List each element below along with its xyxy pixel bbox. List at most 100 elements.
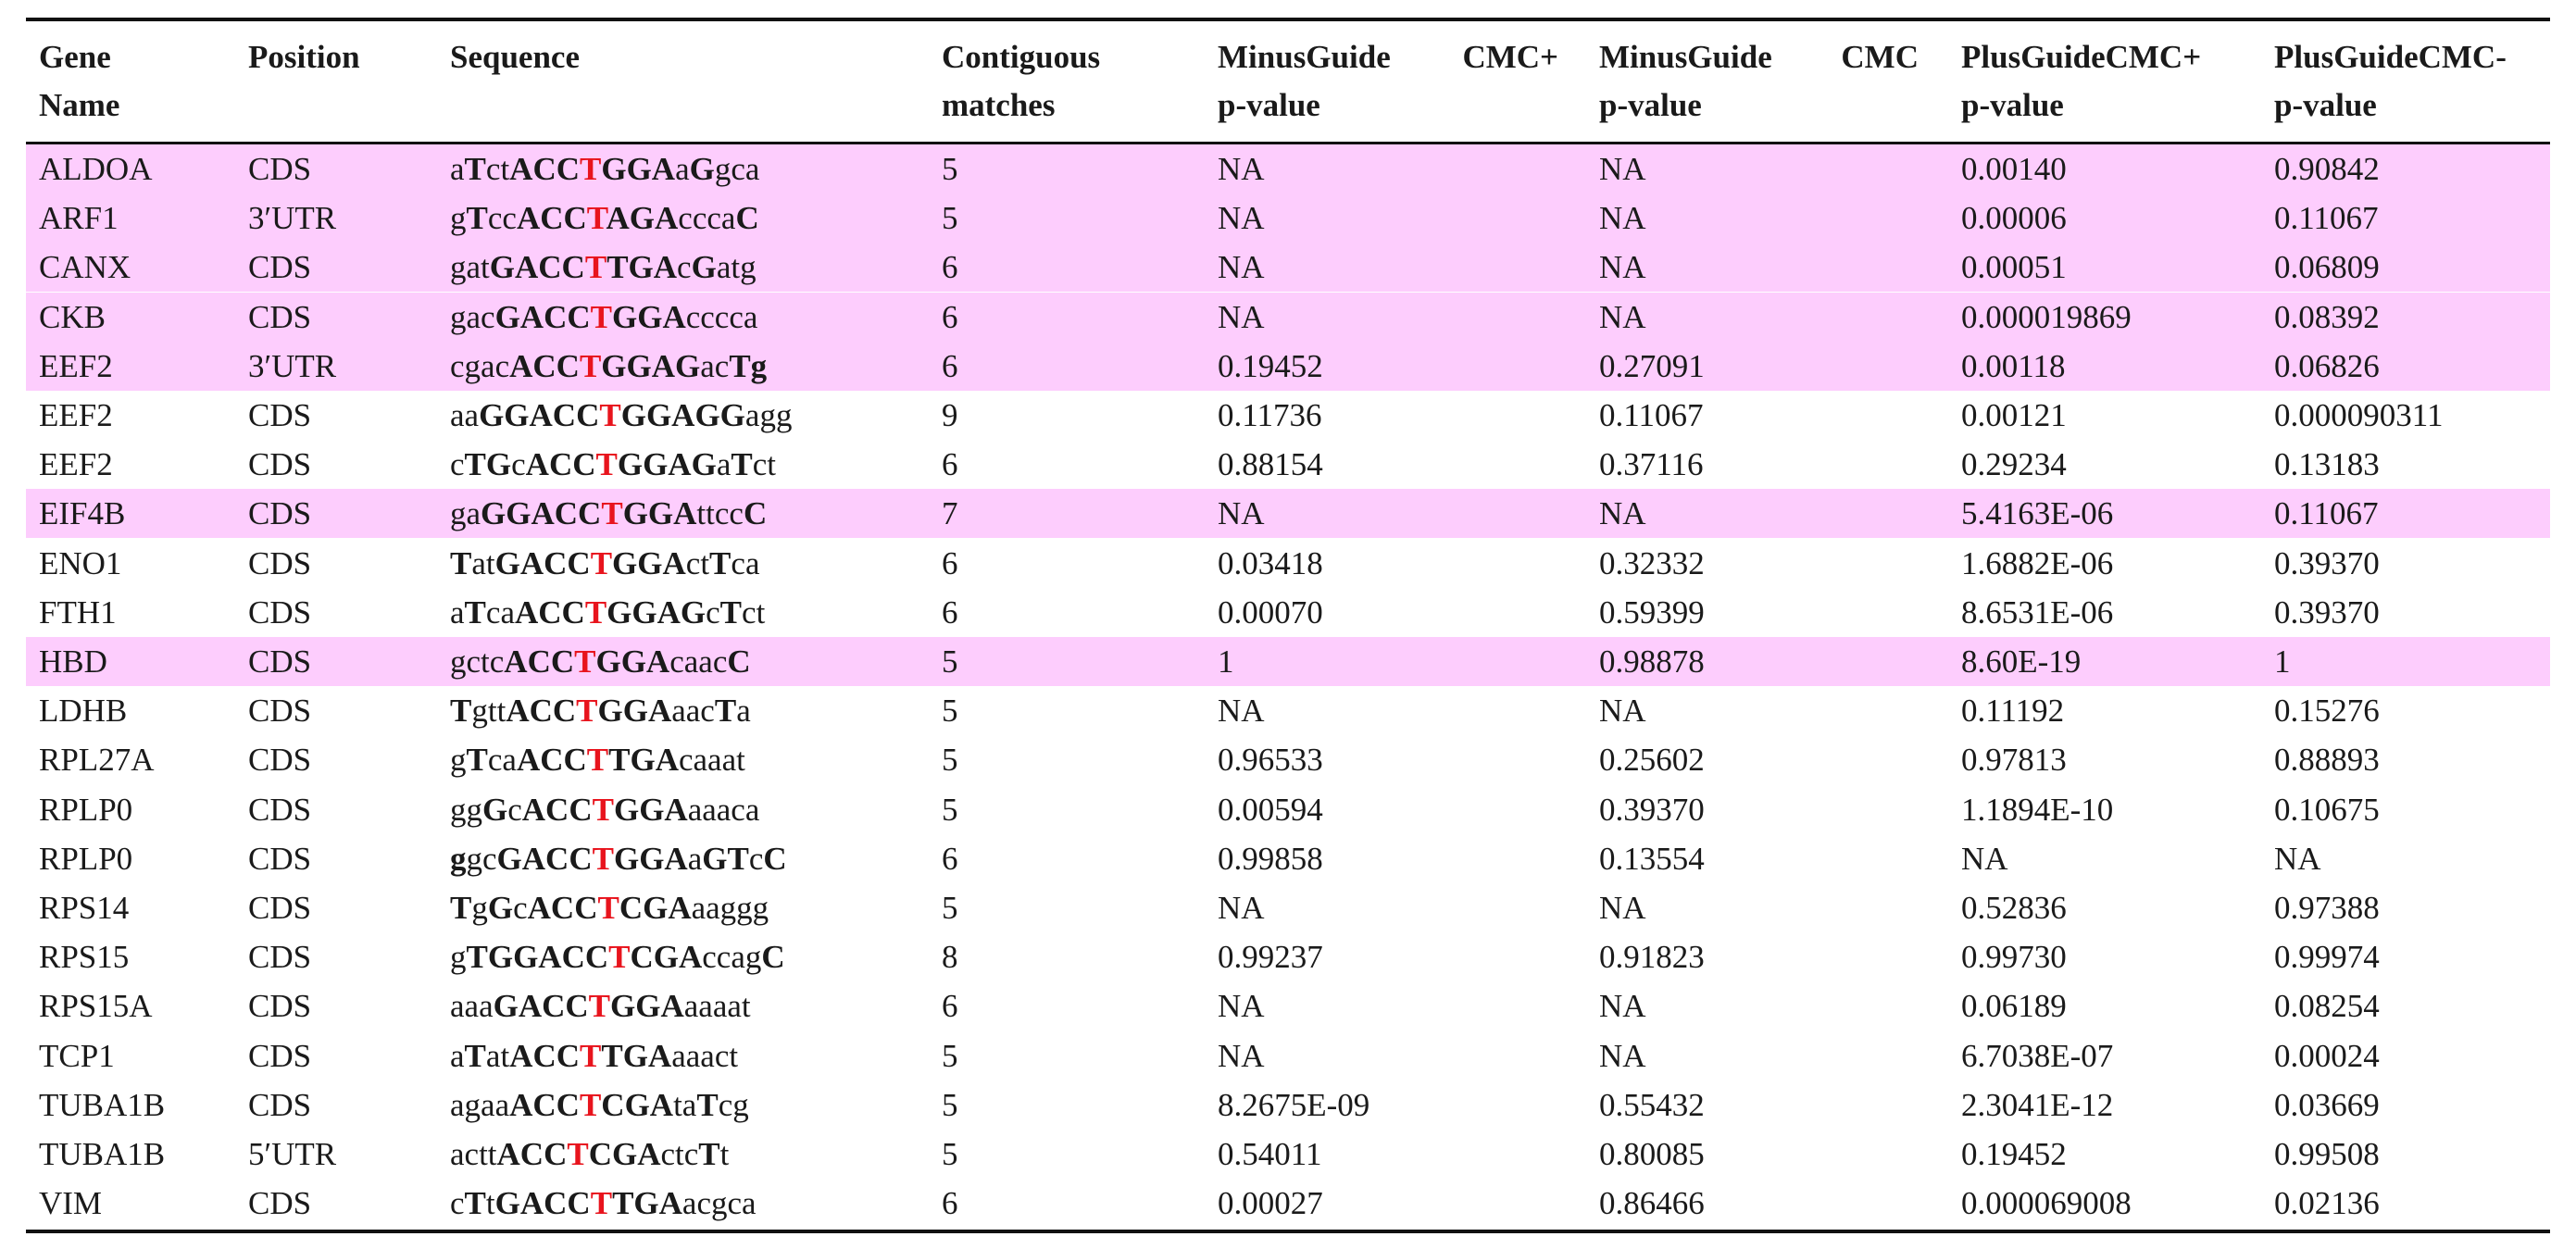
- unmatched-bases: ca: [487, 742, 517, 779]
- table-row: LDHB CDS TgttACCTGGAaacTa 5 NA NA 0.11192 0.152…: [26, 686, 2550, 735]
- unmatched-bases: a: [450, 1037, 465, 1074]
- cell-pg-plus: 0.00140: [1961, 151, 2067, 187]
- unmatched-bases: ctc: [660, 1136, 699, 1172]
- cell-seq: cTGcACCTGGAGaTct: [450, 440, 776, 489]
- unmatched-bases: actt: [450, 1136, 497, 1172]
- unmatched-bases: ta: [673, 1086, 697, 1123]
- cell-pg-plus: 1.1894E-10: [1961, 791, 2114, 828]
- table-top-rule: [26, 18, 2550, 21]
- matched-bases: C: [735, 200, 759, 237]
- matched-bases: T: [731, 446, 753, 483]
- cell-pg-minus: 0.11067: [2274, 200, 2379, 237]
- unmatched-bases: gc: [466, 840, 497, 877]
- matched-bases: TGA: [612, 1185, 682, 1222]
- unmatched-bases: cg: [718, 1086, 749, 1123]
- cell-pg-plus: 0.97813: [1961, 742, 2067, 779]
- cell-mg-plus: 0.88154: [1218, 446, 1323, 483]
- matched-bases: ACC: [509, 347, 580, 384]
- cell-seq: cTtGACCTTGAacgca: [450, 1179, 757, 1228]
- table-row: RPS15 CDS gTGGACCTCGAccagC 8 0.99237 0.91823 0…: [26, 932, 2550, 981]
- cell-matches: 5: [942, 200, 958, 237]
- cell-pg-minus: 0.06809: [2274, 249, 2380, 286]
- cell-pos: CDS: [248, 1037, 312, 1074]
- target-base: T: [595, 446, 618, 483]
- cell-gene: EEF2: [39, 446, 113, 483]
- cell-pg-minus: NA: [2274, 840, 2321, 877]
- cell-seq: gTcaACCTTGAcaaat: [450, 735, 745, 784]
- header-plusguide-cmc-minus: PlusGuideCMC- p-value: [2274, 33, 2507, 135]
- cell-pos: CDS: [248, 840, 312, 877]
- cell-mg-plus: 0.03418: [1218, 544, 1323, 581]
- cell-pos: CDS: [248, 693, 312, 730]
- cell-seq: agaaACCTCGAtaTcg: [450, 1080, 749, 1130]
- header-line2: p-value: [2274, 87, 2377, 123]
- cell-pg-minus: 0.00024: [2274, 1037, 2380, 1074]
- unmatched-bases: t: [719, 1136, 730, 1172]
- unmatched-bases: c: [511, 446, 526, 483]
- unmatched-bases: at: [471, 544, 495, 581]
- table-row: EEF2 CDS cTGcACCTGGAGaTct 6 0.88154 0.37116 0.…: [26, 440, 2550, 489]
- matched-bases: ACC: [525, 446, 596, 483]
- target-base: T: [579, 1086, 602, 1123]
- cell-pg-minus: 0.06826: [2274, 347, 2380, 384]
- cell-matches: 8: [942, 939, 958, 976]
- cell-pg-minus: 0.03669: [2274, 1086, 2380, 1123]
- header-line1: Gene: [39, 39, 111, 75]
- target-base: T: [574, 643, 596, 680]
- cell-mg-plus: 8.2675E-09: [1218, 1086, 1370, 1123]
- cell-mg-minus: 0.13554: [1599, 840, 1705, 877]
- matched-bases: ACC: [521, 791, 593, 828]
- cell-gene: CKB: [39, 298, 106, 335]
- unmatched-bases: g: [450, 742, 467, 779]
- cell-gene: RPS15A: [39, 988, 153, 1025]
- matched-bases: GGA: [612, 298, 686, 335]
- header-line1-b: CMC: [1841, 39, 1919, 75]
- unmatched-bases: a: [450, 593, 465, 631]
- unmatched-bases: a: [736, 693, 751, 730]
- unmatched-bases: ct: [685, 544, 710, 581]
- matched-bases: GGACC: [481, 495, 602, 532]
- cell-gene: ARF1: [39, 200, 119, 237]
- unmatched-bases: t: [485, 1185, 495, 1222]
- table-row: ARF1 3′UTR gTccACCTAGAcccaC 5 NA NA 0.00006 0.1…: [26, 194, 2550, 244]
- matched-bases: GACC: [489, 249, 585, 286]
- cell-matches: 9: [942, 397, 958, 433]
- cell-pg-minus: 0.88893: [2274, 742, 2380, 779]
- cell-gene: EIF4B: [39, 495, 126, 532]
- matched-bases: T: [696, 1086, 719, 1123]
- cell-matches: 5: [942, 643, 958, 680]
- cell-gene: VIM: [39, 1185, 103, 1222]
- matched-bases: C: [761, 939, 785, 976]
- cell-mg-plus: 0.99858: [1218, 840, 1323, 877]
- cell-pos: CDS: [248, 397, 312, 433]
- unmatched-bases: c: [706, 593, 720, 631]
- cell-pg-minus: 0.02136: [2274, 1185, 2380, 1222]
- cell-matches: 6: [942, 840, 958, 877]
- matched-bases: T: [466, 742, 488, 779]
- matched-bases: GGA: [613, 791, 688, 828]
- matched-bases: T: [698, 1136, 720, 1172]
- header-line2: p-value: [1599, 87, 1702, 123]
- cell-pos: CDS: [248, 249, 312, 286]
- cell-matches: 5: [942, 1086, 958, 1123]
- cell-matches: 5: [942, 791, 958, 828]
- cell-pg-plus: 0.00121: [1961, 397, 2067, 433]
- cell-gene: RPS14: [39, 890, 130, 926]
- unmatched-bases: gca: [714, 151, 760, 187]
- unmatched-bases: agg: [744, 397, 793, 433]
- cell-seq: gTGGACCTCGAccagC: [450, 932, 785, 981]
- matched-bases: G: [691, 249, 717, 286]
- cell-matches: 6: [942, 988, 958, 1025]
- header-line1-b: CMC+: [1462, 39, 1558, 75]
- header-line2: p-value: [1961, 87, 2064, 123]
- header-line1: PlusGuideCMC+: [1961, 39, 2202, 75]
- cell-mg-minus: NA: [1599, 151, 1646, 187]
- unmatched-bases: a: [450, 151, 465, 187]
- unmatched-bases: a: [687, 840, 703, 877]
- cell-mg-minus: 0.37116: [1599, 446, 1704, 483]
- unmatched-bases: cccca: [685, 298, 758, 335]
- matched-bases: ACC: [509, 1037, 580, 1074]
- header-line1: MinusGuide CMC+: [1218, 33, 1558, 81]
- cell-mg-minus: NA: [1599, 249, 1646, 286]
- unmatched-bases: aaa: [450, 988, 494, 1025]
